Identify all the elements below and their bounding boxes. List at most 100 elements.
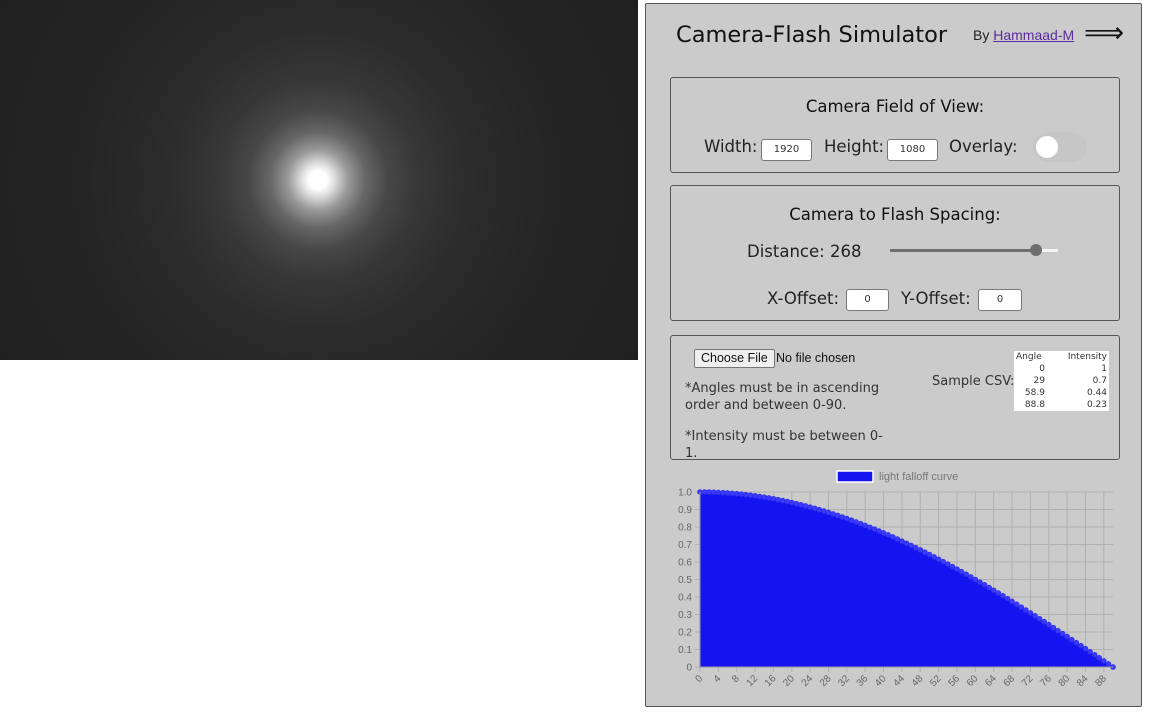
data-point [1050, 624, 1057, 631]
falloff-chart: 00.10.20.30.40.50.60.70.80.91.00 4 8 12 16 20… [678, 470, 1116, 689]
y-tick-label: 0.9 [678, 505, 692, 516]
data-point [926, 551, 933, 558]
data-point [967, 574, 974, 580]
data-point [990, 587, 997, 594]
data-point [752, 493, 758, 499]
y-tick-label: 0.7 [678, 540, 692, 551]
data-point [1018, 604, 1025, 610]
data-point [972, 576, 979, 583]
csv-section: Choose File No file chosen *Angles must … [670, 335, 1120, 461]
slider-fill [890, 249, 1037, 252]
data-point [733, 490, 740, 497]
x-tick-label: 28 [818, 673, 834, 689]
data-point [1055, 627, 1061, 634]
table-cell: 0.23 [1086, 400, 1107, 410]
data-point [862, 522, 869, 529]
data-point [756, 493, 763, 500]
data-point [788, 499, 795, 506]
data-point [1032, 613, 1038, 619]
data-point [775, 496, 781, 503]
y-offset-label: Y-Offset: [901, 289, 971, 308]
x-tick-label: 8 [730, 673, 742, 685]
table-cell: 88.8 [1024, 400, 1045, 410]
data-point [954, 566, 960, 572]
data-point [1036, 615, 1043, 622]
data-point [1087, 648, 1093, 655]
chart-legend[interactable]: light falloff curve [836, 470, 958, 483]
width-input[interactable]: 1920 [761, 139, 812, 161]
x-tick-label: 16 [763, 673, 779, 689]
data-point [816, 506, 823, 513]
intensity-note: *Intensity must be between 0-1. [685, 429, 883, 461]
data-point [958, 568, 965, 575]
y-offset-input[interactable]: 0 [978, 289, 1022, 311]
data-point [821, 508, 827, 514]
data-point [738, 491, 745, 497]
table-row: 88.8 0.23 [1014, 399, 1109, 411]
table-cell: 0.44 [1086, 388, 1107, 398]
long-right-arrow-icon[interactable]: ⟹ [1084, 16, 1125, 49]
data-point [1000, 593, 1006, 599]
distance-slider[interactable] [890, 244, 1058, 256]
data-point [977, 579, 983, 585]
data-point [912, 544, 919, 551]
data-point [743, 491, 749, 498]
data-point [761, 494, 768, 500]
data-point [747, 492, 754, 499]
data-point [908, 542, 914, 549]
x-tick-label: 52 [928, 673, 944, 689]
byline: By Hammaad-M [973, 27, 1074, 43]
data-point [1101, 658, 1107, 664]
data-point [1078, 642, 1084, 649]
height-label: Height: [824, 137, 885, 156]
x-tick-label: 0 [693, 673, 705, 685]
y-tick-label: 0.8 [678, 523, 692, 534]
data-point [798, 501, 804, 508]
data-point [1091, 651, 1098, 658]
data-point [706, 489, 712, 495]
data-point [770, 495, 777, 502]
height-input[interactable]: 1080 [887, 139, 938, 161]
data-point [1045, 621, 1052, 628]
data-point [903, 540, 910, 547]
x-tick-label: 24 [800, 673, 816, 689]
byline-prefix: By [973, 27, 990, 43]
x-tick-label: 40 [873, 673, 889, 689]
data-point [963, 571, 969, 578]
sample-csv-table: Angle Intensity 0 1 29 0.7 58.9 0.44 88.… [1014, 351, 1109, 411]
data-point [839, 514, 846, 520]
data-point [899, 538, 905, 544]
y-tick-label: 0.1 [678, 645, 692, 656]
y-tick-label: 0.4 [678, 593, 692, 604]
data-point [793, 500, 800, 507]
table-cell: 29 [1033, 376, 1045, 386]
overlay-label: Overlay: [949, 137, 1018, 156]
data-point [1027, 610, 1034, 616]
data-point [1059, 630, 1066, 637]
data-point [1009, 598, 1015, 605]
table-row: 58.9 0.44 [1014, 387, 1109, 399]
data-point [894, 536, 901, 542]
table-row: 0 1 [1014, 363, 1109, 375]
x-tick-label: 60 [965, 673, 981, 689]
x-tick-label: 68 [1002, 673, 1018, 689]
fov-title: Camera Field of View: [805, 97, 985, 116]
overlay-toggle[interactable] [1033, 132, 1087, 162]
file-status: No file chosen [776, 351, 856, 365]
control-panel: Camera-Flash Simulator By Hammaad-M ⟹ Ca… [645, 3, 1142, 707]
data-point [715, 489, 722, 496]
data-point [1073, 639, 1080, 646]
x-offset-label: X-Offset: [767, 289, 840, 308]
data-point [876, 528, 882, 534]
data-point [922, 549, 928, 555]
table-row: 29 0.7 [1014, 375, 1109, 387]
data-point [766, 495, 772, 501]
x-tick-label: 64 [983, 673, 999, 689]
table-header-intensity: Intensity [1067, 352, 1107, 362]
slider-thumb[interactable] [1030, 244, 1043, 256]
width-label: Width: [704, 137, 758, 156]
x-offset-input[interactable]: 0 [846, 289, 889, 311]
data-point [729, 490, 735, 497]
author-link[interactable]: Hammaad-M [993, 27, 1075, 43]
choose-file-button[interactable]: Choose File [694, 349, 775, 368]
